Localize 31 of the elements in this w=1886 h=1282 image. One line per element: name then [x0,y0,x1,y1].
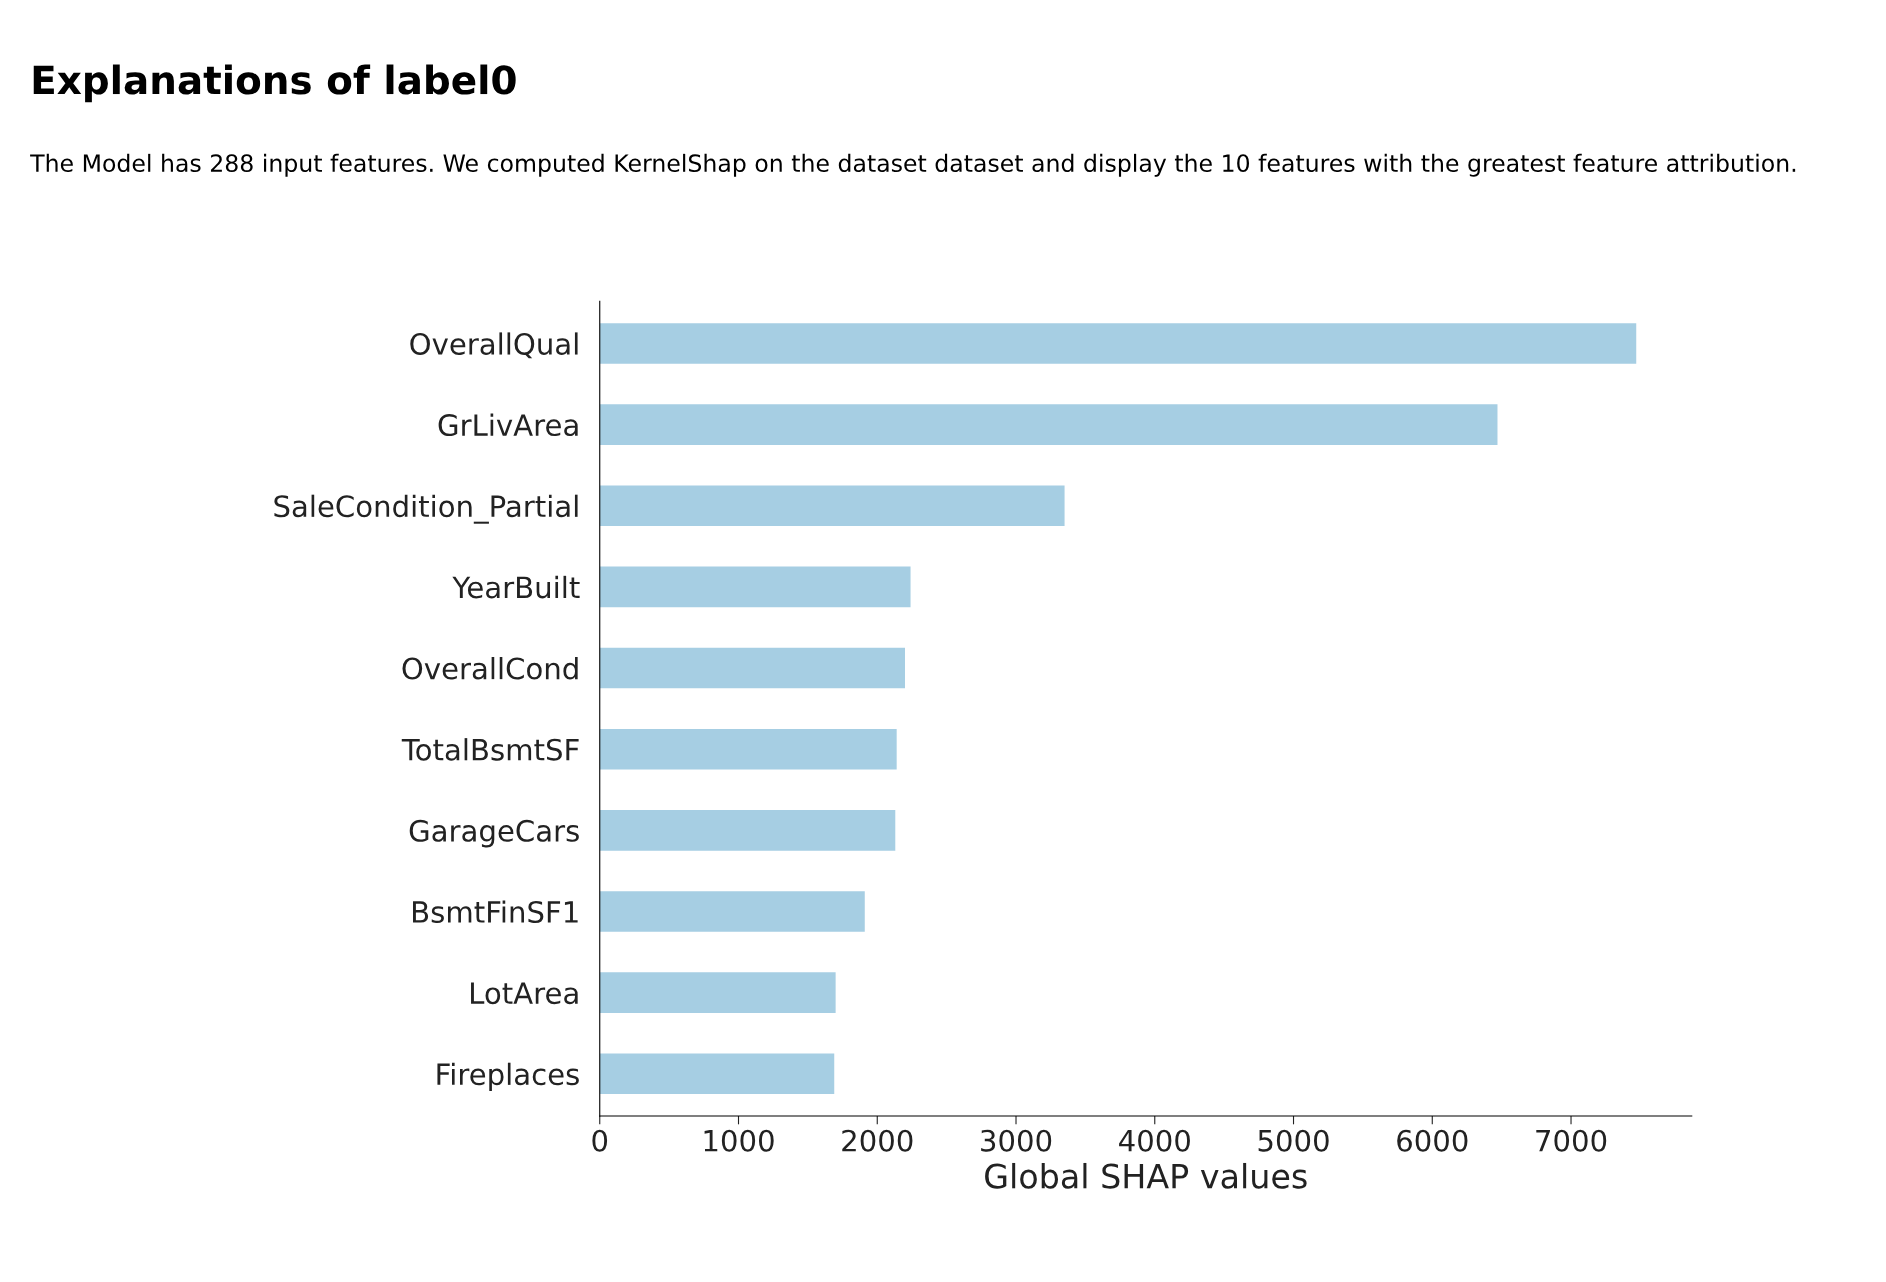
y-tick-label: Fireplaces [437,1062,579,1091]
bar [599,647,906,689]
x-tick-label: 2000 [842,1129,913,1152]
x-tick-label: 4000 [1119,1129,1190,1152]
x-tick-label: 1000 [704,1129,774,1152]
y-tick-label: TotalBsmtSF [401,738,579,761]
x-axis-title: Global SHAP values [985,1162,1307,1189]
bar [599,891,865,932]
bar [599,972,836,1013]
y-tick-label: LotArea [471,982,578,1005]
text: Explanations of label0 [33,64,516,103]
bar [599,728,897,770]
y-tick-label: YearBuilt [452,575,580,599]
bar [599,323,1637,364]
x-tick-label: 3000 [981,1129,1052,1152]
y-tick-label: GrLivArea [438,413,578,437]
x-tick-label: 6000 [1397,1129,1468,1152]
y-tick-label: OverallCond [402,656,578,680]
bar [599,1053,835,1095]
bar [599,404,1498,445]
x-tick-label: 0 [592,1129,608,1152]
y-tick-label: GarageCars [409,819,579,848]
y-tick-label: BsmtFinSF1 [413,900,578,923]
y-tick-label: SaleCondition_Partial [274,494,578,524]
bar [599,566,911,608]
bar [599,810,896,851]
y-tick-label: OverallQual [410,332,578,359]
x-tick-label: 5000 [1258,1129,1329,1152]
x-tick-label: 7000 [1536,1129,1607,1152]
chart-subtitle: The Model has 288 input features. We computed KernelShap on the dataset dataset and display the 10 features with the greatest feature attribution. [30,153,1796,177]
bar [599,485,1065,527]
